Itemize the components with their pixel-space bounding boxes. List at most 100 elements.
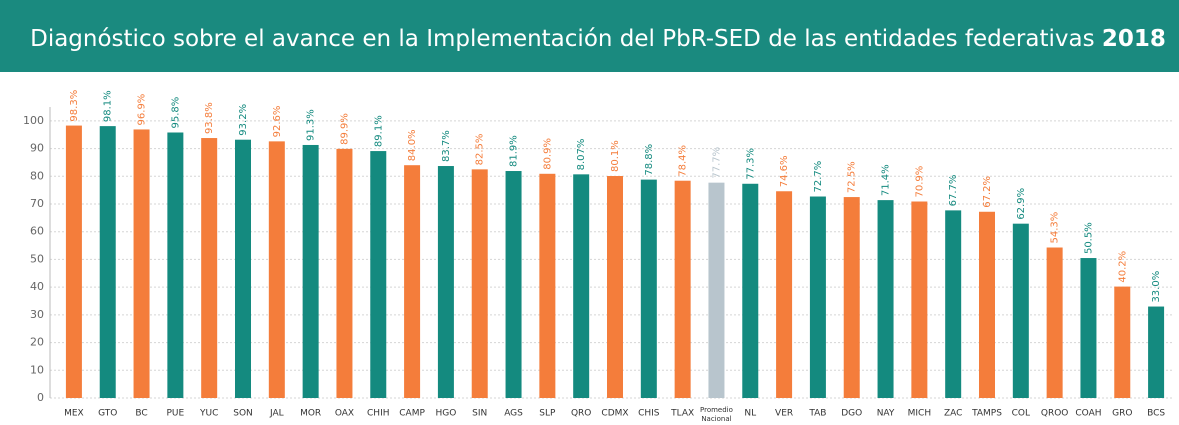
x-tick-label: SON [233, 409, 253, 419]
x-tick-label: BC [135, 409, 147, 419]
value-label: 71.4% [881, 164, 892, 196]
bar [742, 183, 759, 398]
value-label: 33.0% [1151, 271, 1162, 303]
y-tick-label: 100 [23, 114, 44, 127]
chart-title: Diagnóstico sobre el avance en la Implem… [30, 26, 1166, 52]
x-tick-label: CAMP [399, 409, 425, 419]
x-tick-label: GRO [1112, 409, 1132, 419]
bar [1148, 306, 1165, 398]
value-label: 98.1% [103, 90, 114, 122]
value-label: 83.7% [441, 130, 452, 162]
x-tick-label: CHIH [367, 409, 389, 419]
y-tick-label: 90 [30, 142, 44, 155]
x-tick-label: JAL [269, 409, 284, 419]
x-tick-label: MOR [300, 409, 321, 419]
bar [65, 125, 82, 398]
value-label: 50.5% [1083, 222, 1094, 254]
bar [235, 139, 251, 398]
bar [607, 176, 623, 398]
value-label: 93.8% [204, 102, 215, 134]
x-tick-label: PUE [167, 409, 185, 419]
bar [911, 201, 928, 398]
bar [167, 132, 184, 399]
x-tick-label: SLP [539, 409, 556, 419]
x-tick-label: VER [775, 409, 793, 419]
bar [336, 148, 353, 398]
value-label: 67.2% [982, 176, 993, 208]
value-label: 84.0% [407, 129, 418, 161]
value-label: 74.6% [779, 155, 790, 187]
value-label: 92.6% [272, 106, 283, 138]
x-tick-label: COL [1012, 409, 1030, 419]
bar [877, 200, 894, 398]
bar [640, 179, 657, 398]
value-label: 62.9% [1016, 188, 1027, 220]
value-label: 78.4% [678, 145, 689, 177]
value-label: 8.07% [576, 139, 587, 171]
x-tick-label: OAX [335, 409, 354, 419]
bar [404, 165, 421, 398]
bar [302, 144, 319, 398]
value-label: 67.7% [948, 175, 959, 207]
value-label: 77.7% [711, 147, 722, 179]
x-tick-label: ZAC [944, 409, 962, 419]
value-label: 93.2% [238, 104, 249, 136]
x-tick-label: BCS [1147, 409, 1165, 419]
x-tick-label: CDMX [601, 409, 628, 419]
value-label: 80.9% [542, 138, 553, 170]
title-text: Diagnóstico sobre el avance en la Implem… [30, 26, 1094, 52]
x-tick-label: NAY [877, 409, 895, 419]
y-tick-label: 30 [30, 308, 44, 321]
value-label: 72.7% [813, 161, 824, 193]
title-year: 2018 [1102, 26, 1166, 52]
x-tick-label: GTO [98, 409, 117, 419]
value-label: 91.3% [306, 109, 317, 141]
bar [1114, 286, 1131, 398]
x-tick-label: QROO [1041, 409, 1069, 419]
y-tick-label: 50 [30, 252, 44, 265]
value-label: 78.8% [644, 144, 655, 176]
x-tick-label: YUC [199, 409, 218, 419]
bar [708, 182, 725, 398]
bar [437, 166, 454, 398]
y-tick-label: 80 [30, 169, 44, 182]
bar [1012, 223, 1029, 398]
y-tick-label: 40 [30, 280, 44, 293]
header-band [0, 0, 1179, 72]
x-tick-label: MICH [908, 409, 931, 419]
bar [268, 141, 285, 398]
value-label: 82.5% [475, 134, 486, 166]
bar [674, 180, 691, 398]
x-tick-label: CHIS [638, 409, 660, 419]
value-label: 89.1% [373, 115, 384, 147]
x-tick-label: Promedio Nacional [700, 406, 733, 423]
value-label: 96.9% [137, 94, 148, 126]
y-tick-label: 0 [37, 391, 44, 404]
value-label: 70.9% [914, 166, 925, 198]
bar [471, 169, 488, 398]
bar [539, 173, 556, 398]
bar [1046, 247, 1063, 398]
value-label: 80.1% [610, 140, 621, 172]
x-tick-label: TAB [808, 409, 826, 419]
bar [979, 211, 995, 398]
y-tick-label: 60 [30, 225, 44, 238]
value-label: 77.3% [745, 148, 756, 180]
x-tick-label: QRO [571, 409, 591, 419]
y-tick-label: 10 [30, 363, 44, 376]
x-tick-label: DGO [841, 409, 862, 419]
x-tick-label: NL [744, 409, 756, 419]
value-label: 40.2% [1117, 251, 1128, 283]
bar [573, 174, 590, 398]
bar [505, 171, 522, 398]
value-label: 89.9% [339, 113, 350, 145]
x-tick-label: TAMPS [971, 409, 1002, 419]
bar [370, 151, 387, 398]
x-tick-label: TLAX [670, 409, 694, 419]
bar [843, 197, 860, 398]
x-tick-label: HGO [435, 409, 456, 419]
bar [133, 129, 150, 398]
bar [201, 138, 218, 399]
y-tick-label: 70 [30, 197, 44, 210]
